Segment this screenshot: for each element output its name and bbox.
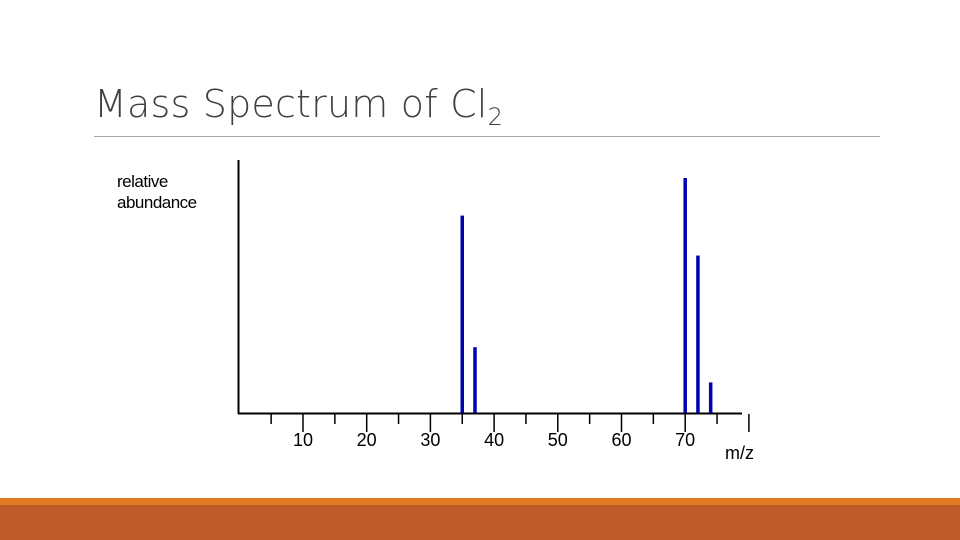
spectrum-peak-bar — [708, 382, 713, 413]
y-axis-label: relative abundance — [117, 171, 197, 213]
slide-title-subscript: 2 — [487, 103, 504, 131]
slide-title-text: Mass Spectrum of Cl — [94, 82, 488, 126]
x-tick-label: 30 — [420, 430, 440, 450]
chart-ticks: 10 20 30 40 50 60 70 — [270, 414, 750, 450]
y-axis-label-line-2: abundance — [117, 193, 197, 212]
x-axis-label: m/z — [725, 443, 754, 463]
slide-title: Mass Spectrum of Cl2 — [94, 82, 503, 129]
spectrum-peak-bar — [683, 178, 687, 413]
x-tick-label: 20 — [357, 430, 377, 450]
x-tick-label: 50 — [548, 430, 568, 450]
x-tick-label: 40 — [484, 430, 504, 450]
title-rule — [94, 136, 880, 137]
spectrum-peak-bar — [460, 215, 464, 413]
spectrum-peak-bar — [473, 347, 477, 413]
chart-axes — [237, 160, 742, 415]
x-tick-label: 10 — [293, 430, 313, 450]
footer-bar — [0, 505, 960, 540]
spectrum-peak-bar — [696, 255, 700, 413]
x-tick-label: 60 — [611, 430, 631, 450]
footer-accent-stripe — [0, 498, 960, 505]
y-axis-label-line-1: relative — [117, 172, 168, 191]
chart-bars — [460, 178, 713, 413]
x-tick-label: 70 — [675, 430, 695, 450]
